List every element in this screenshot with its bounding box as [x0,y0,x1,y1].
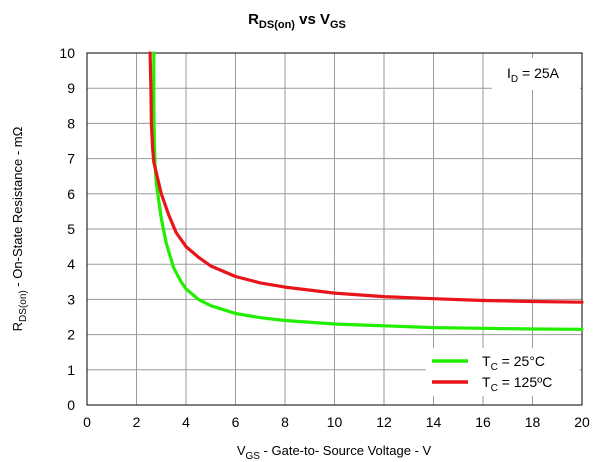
x-tick-label: 20 [574,414,590,430]
x-axis-label: VGS - Gate-to- Source Voltage - V [237,443,432,462]
series-line-tc-125 [148,51,584,304]
x-tick-label: 18 [525,414,541,430]
x-tick-label: 2 [133,414,141,430]
x-tick-label: 12 [376,414,392,430]
series-line-tc-25 [152,51,584,331]
y-tick-label: 1 [67,362,75,378]
chart-title: RDS(on) vs VGS [248,11,346,31]
series-layer [148,51,584,331]
annotation-id: ID = 25A [507,65,560,85]
annotation-background [492,58,580,90]
legend-background [426,348,580,396]
x-tick-label: 14 [426,414,442,430]
y-tick-label: 4 [67,256,75,272]
x-tick-label: 10 [327,414,343,430]
y-tick-label: 9 [67,80,75,96]
y-tick-label: 8 [67,115,75,131]
y-tick-label: 10 [59,45,75,61]
x-tick-label: 4 [182,414,190,430]
x-tick-labels: 0 2 4 6 8 10 12 14 16 18 20 [83,414,590,430]
y-tick-label: 3 [67,291,75,307]
y-axis-label: RDS(on) - On-State Resistance - mΩ [10,126,29,331]
y-tick-label: 7 [67,151,75,167]
legend: TC = 25°C TC = 125ºC [432,353,552,394]
x-tick-label: 0 [83,414,91,430]
x-tick-label: 8 [281,414,289,430]
y-tick-label: 5 [67,221,75,237]
y-tick-label: 6 [67,186,75,202]
y-tick-label: 2 [67,327,75,343]
legend-label-tc-125: TC = 125ºC [482,374,552,394]
x-tick-label: 6 [232,414,240,430]
x-tick-label: 16 [475,414,491,430]
y-tick-labels: 0 1 2 3 4 5 6 7 8 9 10 [59,45,75,413]
legend-label-tc-25: TC = 25°C [482,353,545,373]
grid [87,53,582,405]
plot-frame [86,52,583,406]
y-tick-label: 0 [67,397,75,413]
